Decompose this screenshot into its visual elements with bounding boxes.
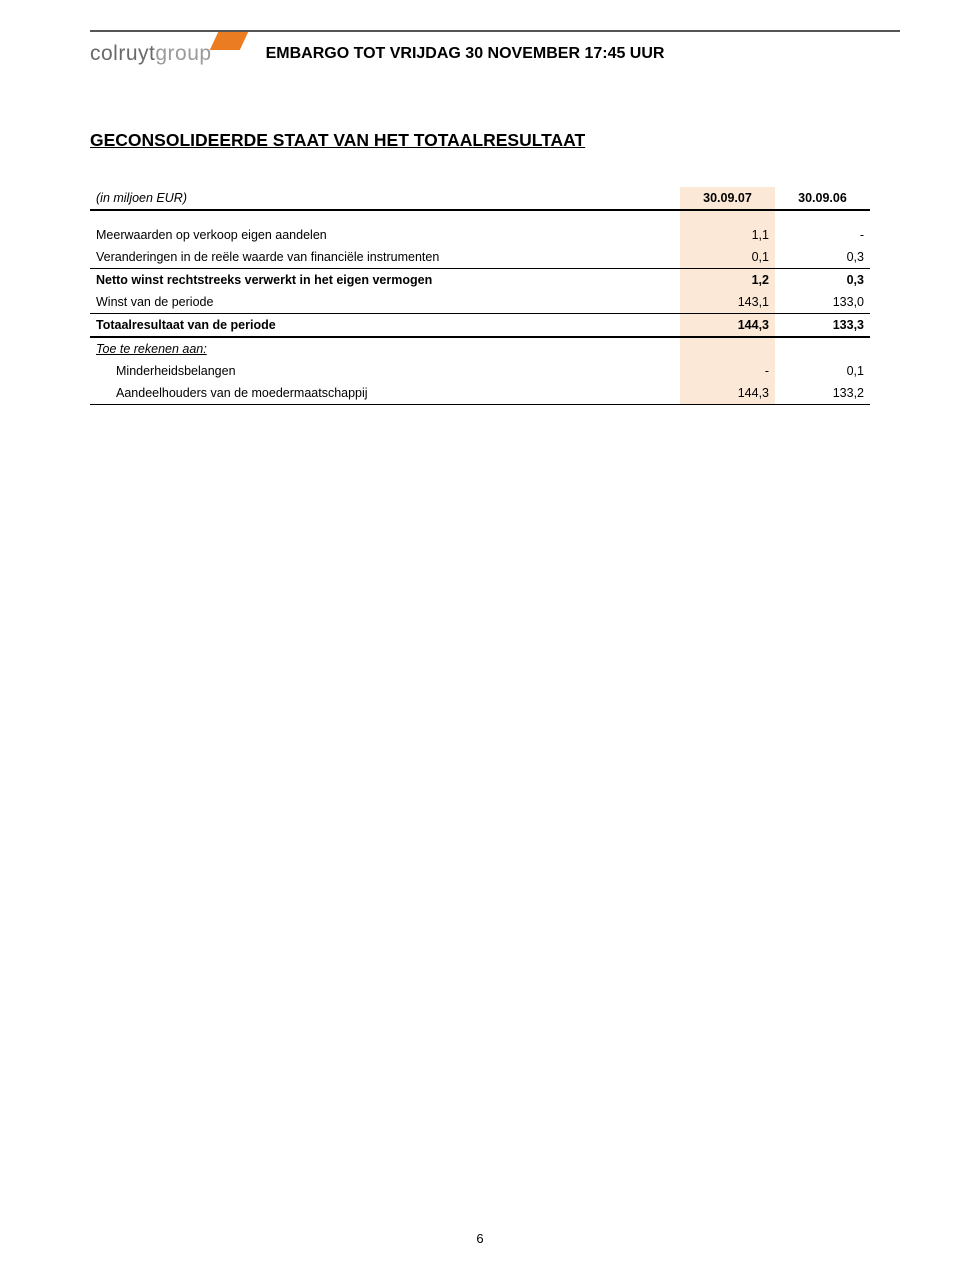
logo-primary: colruyt: [90, 42, 155, 65]
spacer-row: [90, 210, 870, 224]
row-v1: -: [680, 360, 775, 382]
content: GECONSOLIDEERDE STAAT VAN HET TOTAALRESU…: [90, 130, 870, 405]
subheading: Toe te rekenen aan:: [90, 337, 680, 360]
table-row: Meerwaarden op verkoop eigen aandelen 1,…: [90, 224, 870, 246]
unit-label: (in miljoen EUR): [90, 187, 680, 210]
row-v1: 144,3: [680, 314, 775, 338]
logo-text: colruytgroup: [90, 42, 212, 66]
top-rule: [90, 30, 900, 32]
row-label: Veranderingen in de reële waarde van fin…: [90, 246, 680, 269]
row-label: Aandeelhouders van de moedermaatschappij: [90, 382, 680, 405]
page-number: 6: [0, 1231, 960, 1246]
col-header-2: 30.09.06: [775, 187, 870, 210]
table-row: Netto winst rechtstreeks verwerkt in het…: [90, 269, 870, 292]
row-v2: 133,2: [775, 382, 870, 405]
row-label: Totaalresultaat van de periode: [90, 314, 680, 338]
table-row: Aandeelhouders van de moedermaatschappij…: [90, 382, 870, 405]
header: colruytgroup EMBARGO TOT VRIJDAG 30 NOVE…: [90, 42, 900, 66]
row-v1: 0,1: [680, 246, 775, 269]
row-label: Netto winst rechtstreeks verwerkt in het…: [90, 269, 680, 292]
row-v1: 1,2: [680, 269, 775, 292]
row-v2: 133,3: [775, 314, 870, 338]
row-v2: -: [775, 224, 870, 246]
row-v2: 0,1: [775, 360, 870, 382]
embargo-text: EMBARGO TOT VRIJDAG 30 NOVEMBER 17:45 UU…: [266, 45, 665, 63]
page-title: GECONSOLIDEERDE STAAT VAN HET TOTAALRESU…: [90, 130, 870, 151]
logo-mark-icon: [209, 32, 247, 50]
table-row-total: Totaalresultaat van de periode 144,3 133…: [90, 314, 870, 338]
logo: colruytgroup: [90, 42, 244, 66]
row-label: Minderheidsbelangen: [90, 360, 680, 382]
financial-table: (in miljoen EUR) 30.09.07 30.09.06 Meerw…: [90, 187, 870, 405]
col-header-1: 30.09.07: [680, 187, 775, 210]
row-v2: 133,0: [775, 291, 870, 314]
row-label: Meerwaarden op verkoop eigen aandelen: [90, 224, 680, 246]
table-subheading-row: Toe te rekenen aan:: [90, 337, 870, 360]
row-v2: 0,3: [775, 246, 870, 269]
row-v1: 143,1: [680, 291, 775, 314]
table-row: Winst van de periode 143,1 133,0: [90, 291, 870, 314]
logo-secondary: group: [155, 42, 211, 65]
table-row: Veranderingen in de reële waarde van fin…: [90, 246, 870, 269]
row-v2: 0,3: [775, 269, 870, 292]
row-v1: 1,1: [680, 224, 775, 246]
table-row: Minderheidsbelangen - 0,1: [90, 360, 870, 382]
row-v1: 144,3: [680, 382, 775, 405]
row-label: Winst van de periode: [90, 291, 680, 314]
table-header-row: (in miljoen EUR) 30.09.07 30.09.06: [90, 187, 870, 210]
